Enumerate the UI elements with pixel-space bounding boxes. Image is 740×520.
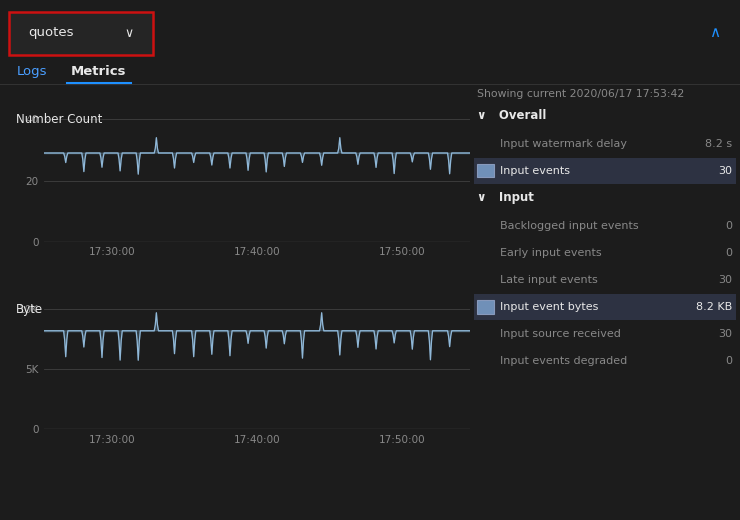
Text: Backlogged input events: Backlogged input events: [500, 220, 638, 231]
Text: Input watermark delay: Input watermark delay: [500, 138, 627, 149]
Bar: [474, 294, 736, 320]
Bar: [477, 300, 494, 314]
Text: 0: 0: [726, 356, 733, 366]
Text: Late input events: Late input events: [500, 275, 597, 285]
Text: ∨   Input: ∨ Input: [477, 191, 534, 204]
Text: ∧: ∧: [708, 25, 720, 40]
Text: 0: 0: [726, 220, 733, 231]
Text: ∨   Overall: ∨ Overall: [477, 109, 547, 122]
FancyBboxPatch shape: [9, 12, 153, 55]
Text: 8.2 KB: 8.2 KB: [696, 302, 733, 312]
Text: 30: 30: [719, 165, 733, 176]
Text: Input events degraded: Input events degraded: [500, 356, 627, 366]
Text: Input events: Input events: [500, 165, 570, 176]
Text: 8.2 s: 8.2 s: [705, 138, 733, 149]
Text: Number Count: Number Count: [16, 113, 103, 126]
Text: Byte: Byte: [16, 303, 44, 316]
Text: 30: 30: [719, 329, 733, 339]
Text: Input event bytes: Input event bytes: [500, 302, 598, 312]
Text: Early input events: Early input events: [500, 248, 601, 258]
Text: 0: 0: [726, 248, 733, 258]
Text: 30: 30: [719, 275, 733, 285]
Text: Input source received: Input source received: [500, 329, 620, 339]
Text: Metrics: Metrics: [70, 65, 126, 78]
Bar: [477, 164, 494, 177]
Text: Logs: Logs: [16, 65, 47, 78]
Text: Showing current 2020/06/17 17:53:42: Showing current 2020/06/17 17:53:42: [477, 88, 684, 99]
Text: ∨: ∨: [124, 27, 133, 40]
Bar: [474, 158, 736, 184]
Text: quotes: quotes: [28, 26, 73, 39]
